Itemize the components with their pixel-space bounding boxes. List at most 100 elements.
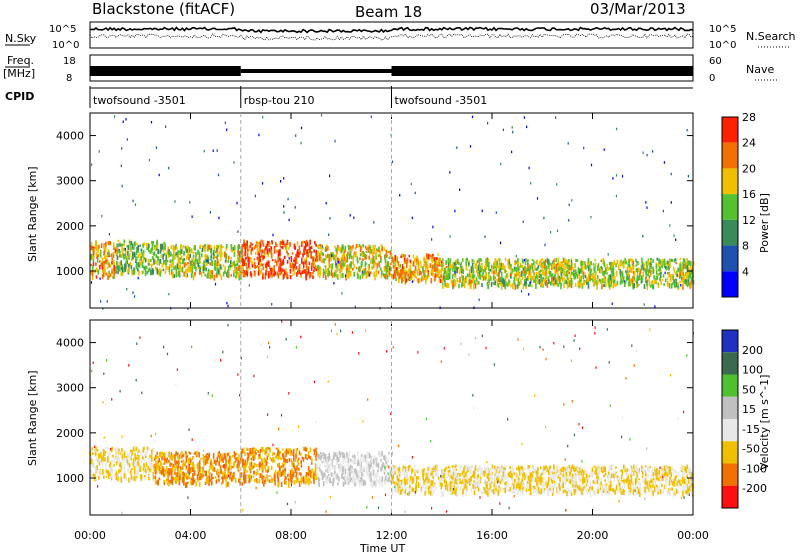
range-cell xyxy=(297,241,299,245)
range-cell xyxy=(484,268,486,272)
range-cell xyxy=(675,262,677,264)
range-cell xyxy=(542,282,544,287)
range-cell xyxy=(161,255,163,258)
range-cell xyxy=(656,264,658,268)
range-cell xyxy=(96,465,98,470)
range-cell xyxy=(618,265,620,271)
range-cell xyxy=(648,269,650,273)
range-cell xyxy=(234,455,236,460)
range-cell xyxy=(399,194,400,197)
range-cell xyxy=(227,305,228,308)
range-cell xyxy=(526,474,528,478)
range-cell xyxy=(335,476,337,480)
range-cell xyxy=(98,245,100,249)
range-cell xyxy=(426,491,428,494)
range-cell xyxy=(308,268,310,274)
range-cell xyxy=(583,274,585,279)
range-cell xyxy=(521,271,523,276)
range-cell xyxy=(365,255,367,260)
range-cell xyxy=(286,459,288,463)
range-cell xyxy=(163,269,165,272)
range-cell xyxy=(358,470,360,475)
range-cell xyxy=(321,258,323,263)
range-cell xyxy=(361,454,363,457)
range-cell xyxy=(287,260,289,264)
range-cell xyxy=(172,273,174,278)
range-cell xyxy=(552,266,554,271)
range-cell xyxy=(199,260,201,263)
range-cell xyxy=(155,260,157,264)
range-cell xyxy=(267,470,269,473)
range-cell xyxy=(442,267,444,271)
range-cell xyxy=(527,264,529,269)
range-cell xyxy=(368,251,370,253)
range-cell xyxy=(292,470,294,473)
range-cell xyxy=(386,470,388,472)
range-cell xyxy=(191,481,193,485)
range-cell xyxy=(522,276,524,280)
range-cell xyxy=(524,266,526,269)
range-cell xyxy=(645,201,646,204)
range-cell xyxy=(101,243,103,248)
range-cell xyxy=(179,481,181,486)
range-cell xyxy=(300,454,302,456)
range-cell xyxy=(285,455,287,457)
range-cell xyxy=(557,283,559,287)
range-cell xyxy=(625,262,627,265)
range-cell xyxy=(371,116,372,119)
range-cell xyxy=(688,275,690,280)
range-cell xyxy=(487,284,489,289)
range-cell xyxy=(108,265,110,267)
range-cell xyxy=(420,260,422,264)
range-cell xyxy=(372,482,374,487)
range-cell xyxy=(355,251,357,256)
range-cell xyxy=(289,458,291,462)
range-cell xyxy=(657,258,659,261)
range-cell xyxy=(445,260,447,264)
range-cell xyxy=(608,253,609,256)
range-cell xyxy=(330,467,332,471)
range-cell xyxy=(418,279,420,281)
range-cell xyxy=(658,258,660,263)
range-cell xyxy=(392,161,393,164)
range-cell xyxy=(368,256,370,260)
range-cell xyxy=(182,267,184,270)
range-cell xyxy=(452,268,454,272)
range-cell xyxy=(236,202,237,205)
range-cell xyxy=(304,241,306,243)
range-cell xyxy=(378,254,380,257)
range-cell xyxy=(667,272,669,275)
range-cell xyxy=(567,270,569,272)
range-cell xyxy=(156,147,157,150)
range-cell xyxy=(637,273,639,275)
range-cell xyxy=(629,280,631,286)
range-cell xyxy=(317,466,319,470)
range-cell xyxy=(304,259,306,261)
range-cell xyxy=(208,245,210,250)
range-cell xyxy=(171,472,173,475)
range-cell xyxy=(244,259,246,263)
range-cell xyxy=(450,235,451,238)
range-cell xyxy=(342,459,344,464)
range-cell xyxy=(176,461,178,464)
range-cell xyxy=(686,476,688,478)
range-cell xyxy=(225,122,226,125)
range-cell xyxy=(287,254,289,256)
range-cell xyxy=(590,270,592,276)
range-cell xyxy=(473,284,475,290)
range-cell xyxy=(293,264,295,269)
range-cell xyxy=(569,281,571,287)
range-cell xyxy=(604,148,605,151)
range-cell xyxy=(214,460,216,464)
range-cell xyxy=(341,246,343,252)
range-cell xyxy=(293,472,295,477)
range-cell xyxy=(264,480,266,484)
range-cell xyxy=(208,470,210,475)
range-cell xyxy=(299,245,301,250)
range-cell xyxy=(211,275,213,278)
range-cell xyxy=(116,251,118,255)
range-cell xyxy=(255,195,256,198)
range-cell xyxy=(370,465,372,469)
range-cell xyxy=(209,476,211,481)
range-cell xyxy=(181,256,183,261)
